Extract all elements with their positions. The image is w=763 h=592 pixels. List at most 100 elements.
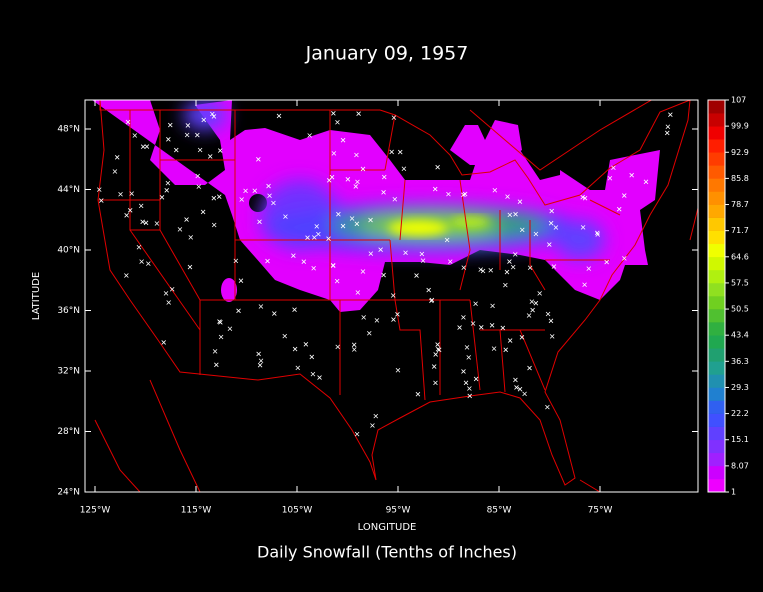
station-marker — [537, 291, 542, 296]
station-marker — [395, 312, 400, 317]
station-marker — [326, 178, 332, 183]
station-marker — [239, 197, 244, 202]
colorbar-swatch — [708, 387, 725, 401]
station-marker — [218, 334, 224, 340]
station-marker — [356, 111, 361, 116]
snow-patch — [221, 278, 237, 302]
station-marker — [227, 326, 233, 332]
station-marker — [355, 290, 361, 295]
station-marker — [529, 299, 535, 304]
colorbar-label: 71.7 — [731, 226, 749, 235]
colorbar-swatch — [708, 230, 725, 245]
station-marker — [665, 124, 671, 130]
station-marker — [330, 263, 336, 268]
station-marker — [622, 256, 627, 261]
station-marker — [473, 376, 479, 382]
station-marker — [551, 264, 557, 269]
colorbar-swatch — [708, 191, 725, 205]
station-marker — [252, 188, 258, 194]
caption: Daily Snowfall (Tenths of Inches) — [257, 543, 517, 562]
station-marker — [462, 191, 468, 197]
colorbar-label: 92.9 — [731, 148, 749, 157]
station-marker — [545, 404, 550, 410]
station-marker — [271, 200, 276, 206]
station-marker — [507, 338, 513, 343]
colorbar-label: 50.5 — [731, 305, 749, 314]
y-tick-label: 24°N — [57, 488, 80, 498]
station-marker — [301, 259, 307, 264]
station-marker — [580, 225, 586, 230]
colorbar-swatch — [708, 139, 725, 153]
station-marker — [489, 323, 495, 328]
station-marker — [545, 311, 551, 317]
station-marker — [607, 175, 613, 181]
station-marker — [210, 111, 215, 117]
station-marker — [334, 278, 340, 284]
station-marker — [595, 232, 601, 237]
station-marker — [200, 209, 206, 215]
station-marker — [266, 183, 271, 189]
station-marker — [125, 119, 131, 125]
station-marker — [490, 303, 495, 309]
colorbar-label: 99.9 — [731, 122, 749, 131]
colorbar-label: 36.3 — [731, 357, 749, 366]
station-marker — [504, 269, 510, 275]
station-marker — [435, 342, 440, 347]
station-marker — [381, 190, 386, 195]
plot-area — [92, 100, 698, 492]
station-marker — [351, 342, 357, 348]
colorbar-label: 57.5 — [731, 278, 749, 287]
neighbor-lines — [94, 100, 698, 492]
station-marker — [291, 253, 296, 258]
station-marker — [166, 137, 171, 142]
station-marker — [217, 319, 222, 324]
station-marker — [527, 365, 532, 371]
station-marker — [403, 250, 408, 256]
station-marker — [124, 213, 129, 218]
station-marker — [366, 330, 372, 336]
station-marker — [127, 208, 133, 213]
station-marker — [526, 313, 532, 318]
y-axis-label: LATITUDE — [31, 272, 42, 320]
station-marker — [517, 199, 523, 204]
station-marker — [316, 231, 321, 237]
colorbar-label: 85.8 — [731, 174, 749, 183]
station-marker — [507, 212, 513, 218]
station-marker — [353, 184, 359, 189]
station-marker — [513, 377, 518, 383]
x-tick-label: 75°W — [588, 506, 613, 516]
y-tick-label: 28°N — [57, 427, 80, 437]
station-marker — [360, 166, 366, 172]
station-marker — [432, 186, 438, 192]
colorbar-frame — [707, 99, 726, 493]
x-tick-label: 85°W — [487, 506, 512, 516]
colorbar-swatch — [708, 113, 725, 127]
boundaries — [94, 100, 698, 492]
station-marker — [257, 219, 262, 225]
station-marker — [461, 265, 467, 270]
station-marker — [513, 211, 518, 217]
station-marker — [464, 345, 470, 350]
station-marker — [292, 307, 297, 312]
stations — [96, 111, 673, 437]
station-marker — [173, 147, 179, 153]
colorbar: 1 8.07 15.1 22.2 29.3 36.3 43.4 50.5 57.5 64.6 71.… — [707, 96, 749, 497]
snowfall-field — [92, 100, 660, 312]
station-marker — [381, 272, 386, 278]
station-marker — [374, 318, 380, 323]
colorbar-label: 8.07 — [731, 461, 749, 470]
station-marker — [282, 333, 288, 339]
station-marker — [527, 265, 533, 271]
station-marker — [401, 166, 407, 172]
station-marker — [446, 191, 451, 197]
station-marker — [169, 286, 175, 292]
station-marker — [426, 287, 431, 293]
colorbar-swatch — [708, 452, 725, 467]
station-marker — [616, 206, 622, 212]
station-marker — [314, 224, 320, 229]
x-tick-label: 115°W — [181, 506, 212, 516]
station-marker — [433, 380, 438, 386]
station-marker — [351, 347, 357, 352]
colorbar-label: 1 — [731, 488, 736, 497]
station-marker — [303, 341, 309, 347]
